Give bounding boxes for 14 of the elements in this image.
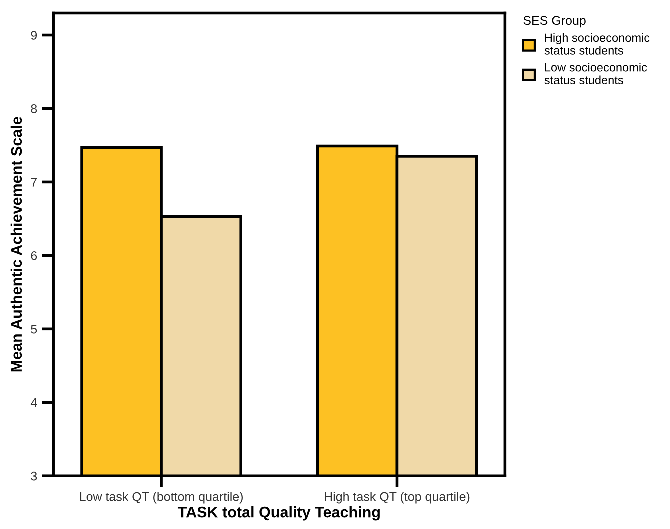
y-tick-label: 7 [31, 178, 37, 187]
y-tick-label: 6 [31, 251, 38, 260]
legend-label: High socioeconomic status students [544, 33, 650, 55]
y-tick-label: 8 [31, 104, 38, 114]
x-tick-label: Low task QT (bottom quartile) [80, 492, 243, 504]
y-tick-label: 5 [31, 325, 38, 334]
x-axis-title: TASK total Quality Teaching [178, 506, 380, 521]
legend-label: Low socioeconomic status students [544, 63, 648, 84]
x-tick-label: High task QT (top quartile) [325, 492, 470, 504]
y-axis-title: Mean Authentic Achievement Scale [10, 117, 22, 372]
y-tick-label: 9 [31, 31, 38, 40]
y-tick-label: 4 [30, 398, 38, 408]
legend-title: SES Group [524, 16, 586, 28]
y-tick-label: 3 [31, 472, 38, 481]
